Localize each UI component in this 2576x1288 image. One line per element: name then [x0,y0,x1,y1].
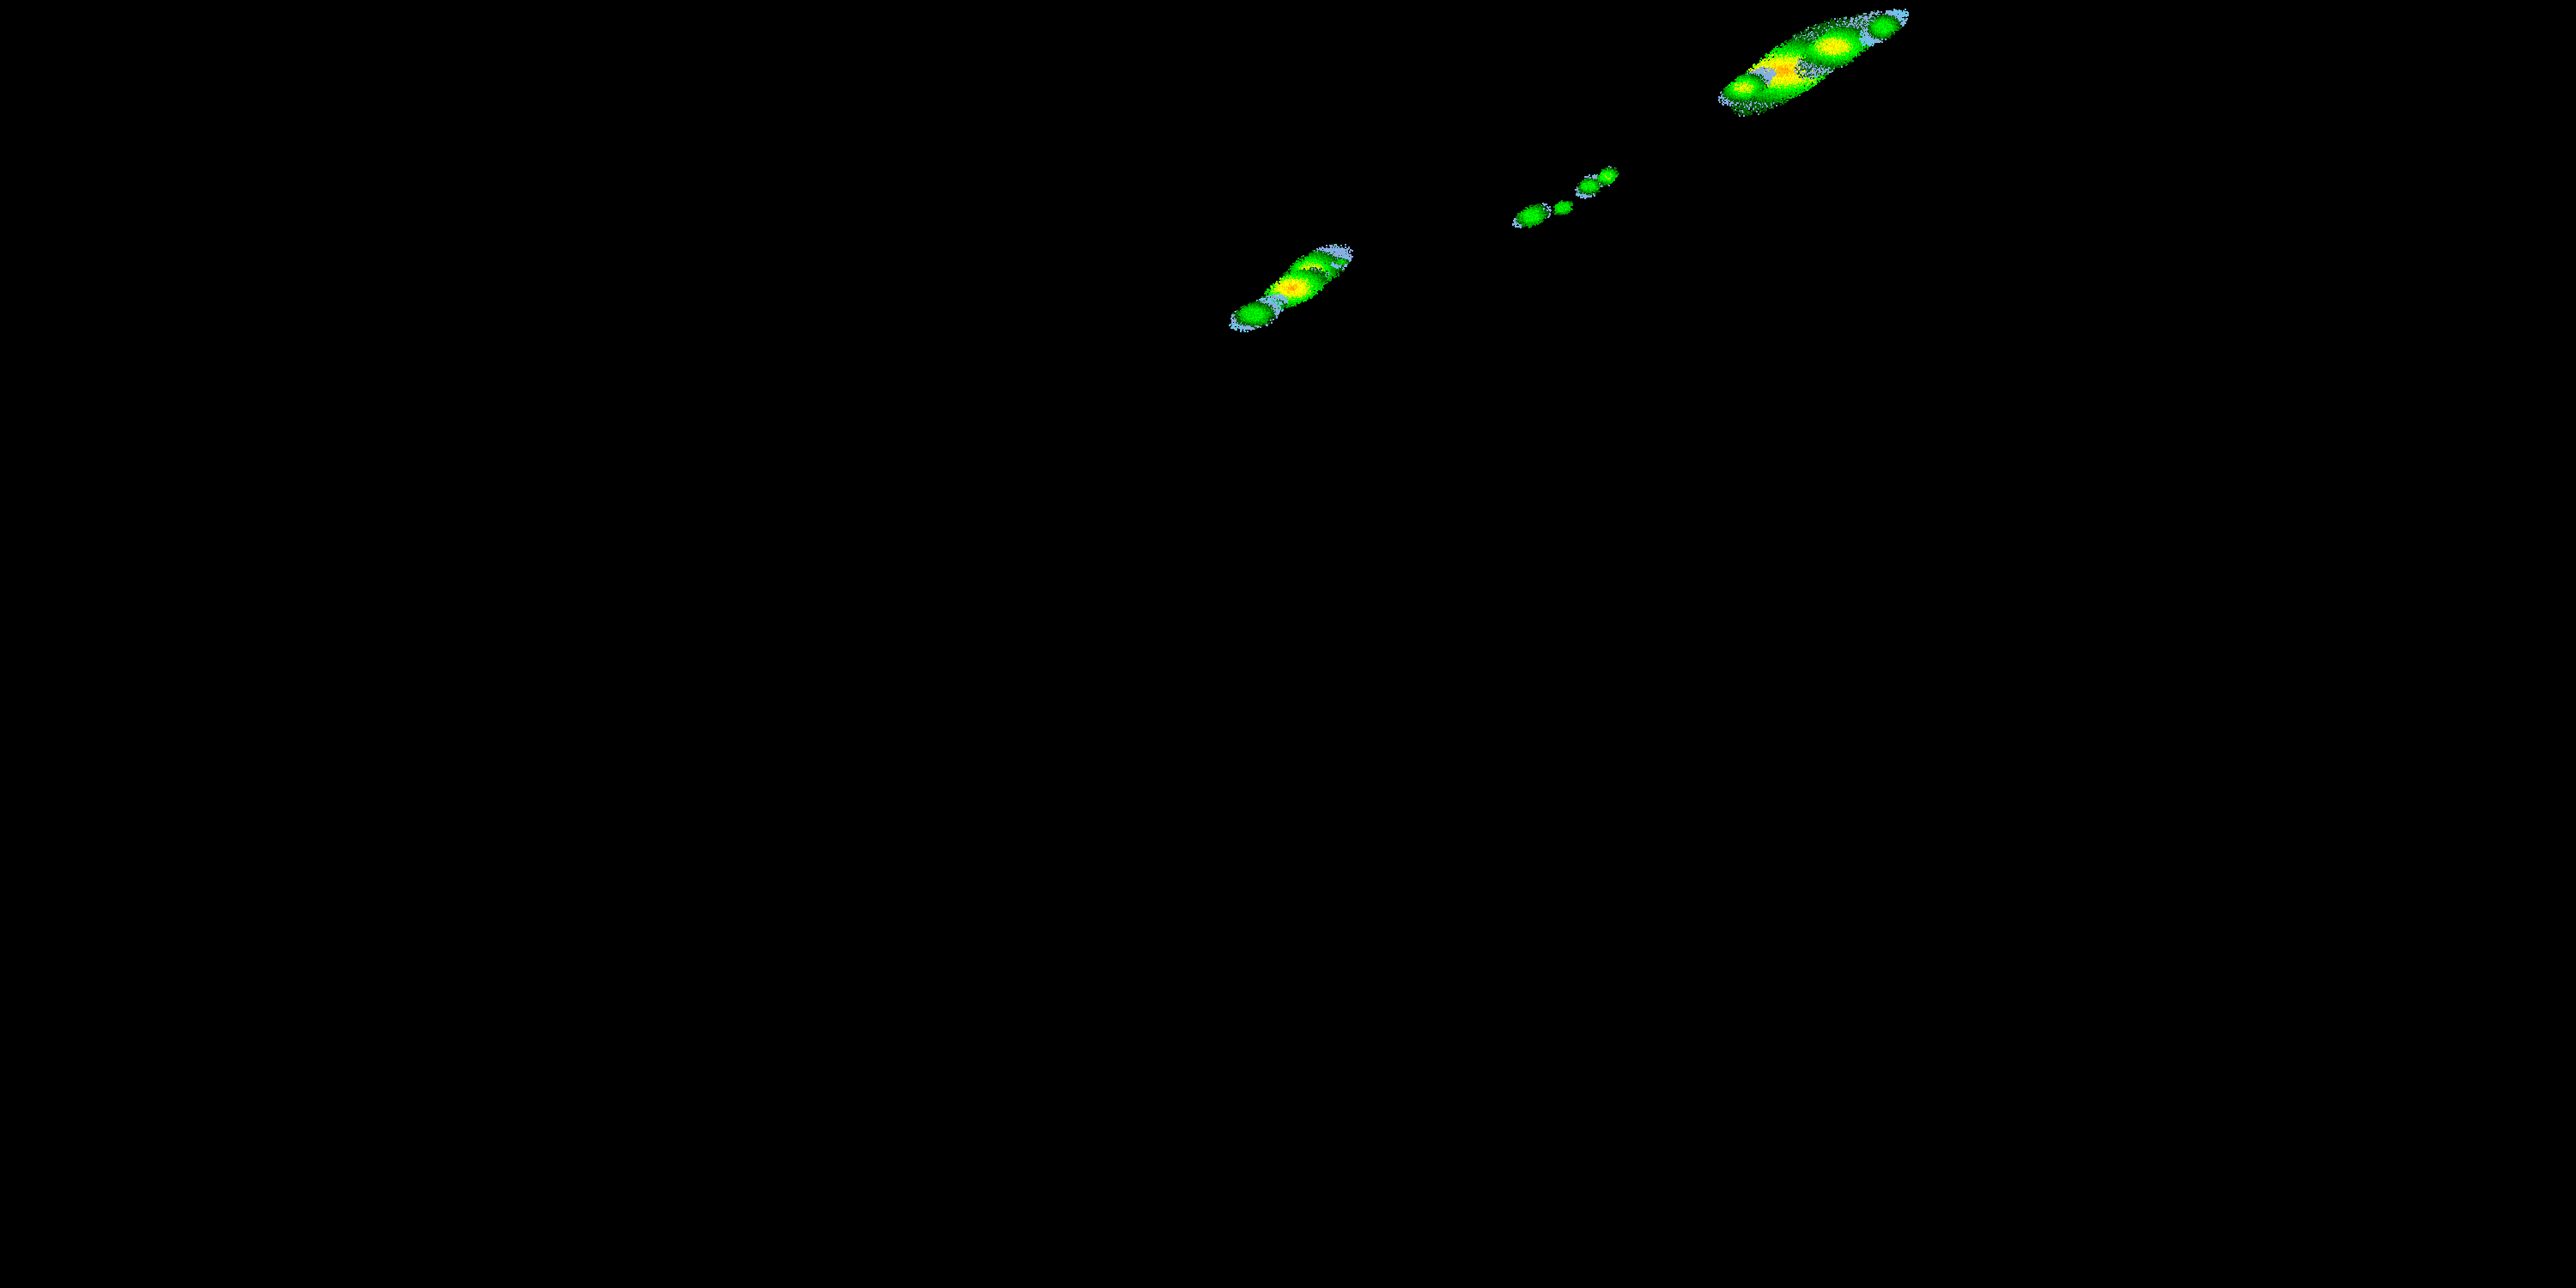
radar-display: Radar Reflectivity Mosaic Base Reflectiv… [0,0,2576,1288]
reflectivity-canvas[interactable] [0,0,2576,1288]
